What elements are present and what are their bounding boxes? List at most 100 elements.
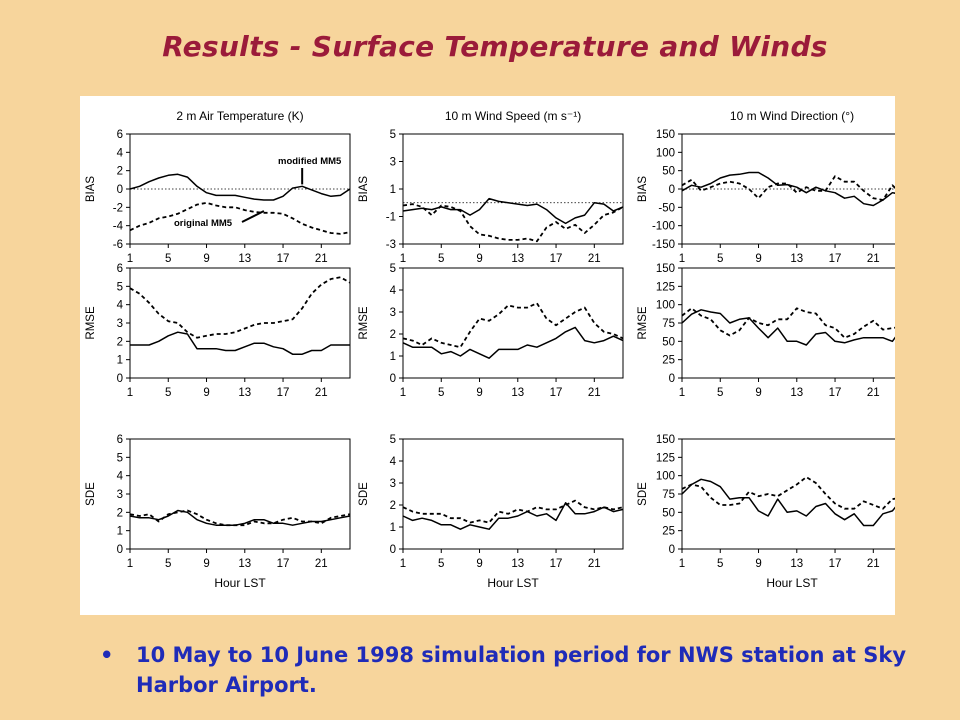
plot-frame <box>402 267 624 379</box>
x-tick-label: 1 <box>400 387 406 399</box>
series-line-solid <box>129 173 351 201</box>
series-line-dashed <box>129 509 351 527</box>
y-tick-label: 5 <box>390 129 396 141</box>
x-tick-label: 5 <box>438 558 444 570</box>
plot-frame <box>129 438 351 550</box>
x-tick-label: 5 <box>165 558 171 570</box>
y-tick-label: 100 <box>656 471 675 483</box>
y-tick-label: 3 <box>390 157 396 169</box>
y-tick-label: 1 <box>390 184 396 196</box>
x-tick-label: 21 <box>867 558 880 570</box>
legend-annotations: modified MM5 original MM5 <box>174 156 342 229</box>
x-tick-label: 21 <box>315 253 328 265</box>
y-tick-label: 4 <box>117 471 124 483</box>
y-tick-label: 125 <box>656 452 675 464</box>
y-tick-label: 3 <box>390 307 396 319</box>
x-tick-label: 17 <box>277 558 290 570</box>
y-tick-label: 75 <box>662 318 675 330</box>
y-tick-label: 5 <box>390 434 396 446</box>
chart-panel: -6 -4 -2 0 2 4 6 1 5 9 13 17 21 BIAS 2 m Air Temperatu… <box>80 96 895 615</box>
y-tick-label: 3 <box>117 318 123 330</box>
series-line-solid <box>681 478 895 527</box>
subplot-bias-1: -6 -4 -2 0 2 4 6 1 5 9 13 17 21 BIAS 2 m Air Temperatu… <box>85 109 351 265</box>
x-tick-label: 9 <box>755 558 761 570</box>
y-axis-label: SDE <box>358 482 370 506</box>
y-axis-label: RMSE <box>85 306 97 340</box>
x-tick-label: 13 <box>790 387 803 399</box>
y-tick-label: -2 <box>113 202 123 214</box>
y-tick-label: 3 <box>390 478 396 490</box>
series-line-solid <box>402 326 624 359</box>
y-tick-label: 4 <box>117 147 124 159</box>
y-tick-label: 25 <box>662 355 675 367</box>
x-tick-label: 9 <box>203 387 209 399</box>
column-title: 2 m Air Temperature (K) <box>176 109 303 123</box>
y-tick-label: 6 <box>117 434 123 446</box>
series-line-solid <box>130 331 350 355</box>
y-tick-label: 75 <box>662 489 675 501</box>
y-tick-label: 6 <box>117 129 123 141</box>
x-tick-label: 9 <box>203 253 209 265</box>
y-tick-label: 0 <box>117 373 123 385</box>
x-tick-label: 17 <box>550 387 563 399</box>
y-axis-label: SDE <box>637 482 649 506</box>
y-tick-label: 3 <box>117 489 123 501</box>
y-axis-label: BIAS <box>637 176 649 203</box>
y-tick-label: 1 <box>117 526 123 538</box>
series-line-dashed <box>402 302 624 349</box>
bullet-point: • 10 May to 10 June 1998 simulation peri… <box>100 640 920 700</box>
y-tick-label: 2 <box>390 329 396 341</box>
x-tick-label: 13 <box>238 253 251 265</box>
plot-frame <box>681 267 895 379</box>
y-axis-label: BIAS <box>85 176 97 203</box>
x-tick-label: 5 <box>717 558 723 570</box>
x-tick-label: 1 <box>679 558 685 570</box>
y-tick-label: 0 <box>669 544 675 556</box>
x-tick-label: 5 <box>438 253 444 265</box>
x-tick-label: 1 <box>127 253 133 265</box>
subplot-sde-3: 0 25 50 75 100 125 150 1 5 9 13 17 21 SDE Hour LST <box>637 434 895 590</box>
subplot-rmse-3: 0 25 50 75 100 125 150 1 5 9 13 17 21 RMSE <box>637 263 895 399</box>
x-tick-label: 13 <box>790 253 803 265</box>
y-tick-label: -100 <box>652 221 675 233</box>
x-axis-label: Hour LST <box>487 576 539 590</box>
x-tick-label: 9 <box>755 253 761 265</box>
y-tick-label: 4 <box>117 300 124 312</box>
y-tick-label: 0 <box>117 184 123 196</box>
column-title: 10 m Wind Direction (°) <box>730 109 854 123</box>
y-tick-label: 4 <box>390 456 397 468</box>
x-tick-label: 17 <box>277 387 290 399</box>
y-tick-label: 50 <box>662 507 675 519</box>
bullet-marker: • <box>100 643 114 667</box>
y-tick-label: 2 <box>117 507 123 519</box>
y-tick-label: 2 <box>390 500 396 512</box>
y-tick-label: 150 <box>656 129 675 141</box>
y-tick-label: 1 <box>390 522 396 534</box>
series-line-dashed <box>681 476 895 510</box>
y-tick-label: 50 <box>662 166 675 178</box>
y-axis-label: SDE <box>85 482 97 506</box>
y-tick-label: -4 <box>113 221 124 233</box>
y-tick-label: 50 <box>662 336 675 348</box>
x-tick-label: 1 <box>127 387 133 399</box>
y-tick-label: 0 <box>669 184 675 196</box>
slide-title: Results - Surface Temperature and Winds <box>162 30 828 63</box>
x-tick-label: 21 <box>588 253 601 265</box>
x-tick-label: 21 <box>588 558 601 570</box>
x-tick-label: 21 <box>867 253 880 265</box>
bullet-text: 10 May to 10 June 1998 simulation period… <box>136 643 907 697</box>
x-tick-label: 9 <box>476 253 482 265</box>
y-tick-label: 0 <box>390 544 396 556</box>
series-line-dashed <box>402 203 624 243</box>
x-tick-label: 17 <box>550 558 563 570</box>
legend-modified-label: modified MM5 <box>278 156 342 167</box>
y-tick-label: 0 <box>390 373 396 385</box>
y-axis-label: RMSE <box>637 306 649 340</box>
y-tick-label: 1 <box>390 351 396 363</box>
y-tick-label: 100 <box>656 300 675 312</box>
subplot-bias-3: -150 -100 -50 0 50 100 150 1 5 9 13 17 21 BIAS 10 m Wi… <box>637 109 895 265</box>
series-line-solid <box>681 309 895 346</box>
